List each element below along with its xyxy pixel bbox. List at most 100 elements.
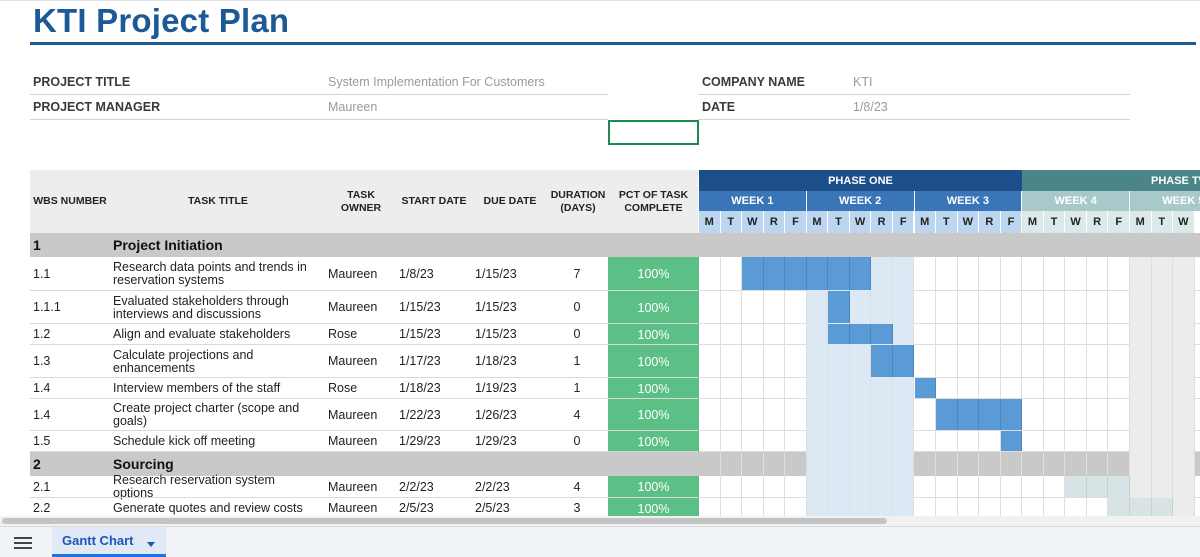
gantt-day-column [1001, 257, 1023, 516]
task-start-date[interactable]: 1/15/23 [399, 327, 441, 341]
task-start-date[interactable]: 2/5/23 [399, 501, 434, 515]
task-title[interactable]: Research data points and trends in reser… [113, 260, 307, 287]
task-owner[interactable]: Maureen [328, 479, 378, 494]
task-pct-complete[interactable]: 100% [608, 476, 699, 498]
task-due-date[interactable]: 1/15/23 [475, 300, 517, 314]
week-header-5: WEEK 5 [1130, 191, 1200, 211]
task-due-date[interactable]: 1/15/23 [475, 266, 517, 281]
chevron-down-icon[interactable] [147, 542, 155, 547]
task-due-date[interactable]: 1/18/23 [475, 354, 517, 368]
task-wbs[interactable]: 1.4 [33, 407, 51, 422]
header-duration: DURATION (DAYS) [550, 188, 606, 214]
task-duration[interactable]: 4 [573, 407, 581, 422]
task-duration[interactable]: 1 [573, 381, 581, 395]
task-wbs[interactable]: 1.3 [33, 354, 51, 368]
task-duration[interactable]: 0 [573, 327, 581, 341]
project-manager-value[interactable]: Maureen [328, 100, 378, 114]
task-due-date[interactable]: 1/26/23 [475, 407, 517, 422]
task-start-date[interactable]: 1/18/23 [399, 381, 441, 395]
task-title[interactable]: Research reservation system options [113, 473, 275, 500]
company-name-value[interactable]: KTI [853, 75, 873, 89]
selected-cell[interactable] [608, 120, 699, 145]
task-due-date[interactable]: 2/5/23 [475, 501, 510, 515]
section-number: 1 [33, 237, 41, 253]
task-owner[interactable]: Maureen [328, 266, 378, 281]
task-wbs[interactable]: 2.2 [33, 501, 51, 515]
task-pct-complete[interactable]: 100% [608, 257, 699, 291]
task-start-date[interactable]: 2/2/23 [399, 479, 434, 494]
task-owner[interactable]: Maureen [328, 354, 378, 368]
task-owner[interactable]: Maureen [328, 407, 378, 422]
task-due-date[interactable]: 1/19/23 [475, 381, 517, 395]
task-title[interactable]: Align and evaluate stakeholders [113, 327, 291, 341]
task-owner[interactable]: Rose [328, 381, 358, 395]
task-pct-complete[interactable]: 100% [608, 378, 699, 399]
task-title[interactable]: Schedule kick off meeting [113, 434, 256, 448]
gantt-day-column [1044, 257, 1066, 516]
header-due-date: DUE DATE [483, 195, 537, 207]
task-wbs[interactable]: 1.1.1 [33, 300, 61, 314]
task-duration[interactable]: 0 [573, 300, 581, 314]
gantt-day-column [699, 257, 721, 516]
task-owner[interactable]: Maureen [328, 434, 378, 448]
task-duration[interactable]: 7 [573, 266, 581, 281]
task-start-date[interactable]: 1/17/23 [399, 354, 441, 368]
task-title[interactable]: Calculate projections and enhancements [113, 347, 254, 375]
task-due-date[interactable]: 1/29/23 [475, 434, 517, 448]
date-value[interactable]: 1/8/23 [853, 100, 888, 114]
task-start-date[interactable]: 1/8/23 [399, 266, 434, 281]
day-header: W [1065, 211, 1087, 233]
task-title[interactable]: Evaluated stakeholders through interview… [113, 293, 289, 321]
task-title[interactable]: Generate quotes and review costs [113, 501, 303, 515]
task-wbs[interactable]: 1.5 [33, 434, 51, 448]
row-divider [30, 377, 698, 378]
task-pct-complete[interactable]: 100% [608, 291, 699, 324]
scrollbar-thumb[interactable] [2, 518, 887, 524]
day-header: W [1173, 211, 1195, 233]
task-start-date[interactable]: 1/15/23 [399, 300, 441, 314]
gantt-day-column [1022, 257, 1044, 516]
row-divider [30, 323, 698, 324]
section-row[interactable] [30, 233, 1200, 257]
task-pct-complete[interactable]: 100% [608, 399, 699, 431]
task-title[interactable]: Interview members of the staff [113, 381, 281, 395]
task-owner[interactable]: Rose [328, 327, 358, 341]
header-start-date: START DATE [401, 195, 467, 207]
gantt-bar [763, 257, 786, 290]
task-wbs[interactable]: 2.1 [33, 479, 51, 494]
gantt-day-column [849, 257, 872, 516]
day-header: R [1086, 211, 1109, 233]
task-owner[interactable]: Maureen [328, 300, 378, 314]
week-header-1: WEEK 1 [699, 191, 807, 211]
section-row[interactable] [30, 452, 1200, 476]
task-wbs[interactable]: 1.2 [33, 327, 51, 341]
spreadsheet-grid[interactable]: KTI Project Plan PROJECT TITLE System Im… [0, 0, 1200, 516]
task-pct-complete[interactable]: 100% [608, 345, 699, 378]
task-wbs[interactable]: 1.4 [33, 381, 51, 395]
task-wbs[interactable]: 1.1 [33, 266, 51, 281]
task-owner[interactable]: Maureen [328, 501, 378, 515]
day-header: T [828, 211, 850, 233]
task-start-date[interactable]: 1/22/23 [399, 407, 441, 422]
gantt-bar [1108, 476, 1130, 497]
task-pct-complete[interactable]: 100% [608, 498, 699, 516]
task-duration[interactable]: 4 [573, 479, 581, 494]
phase-one-header: PHASE ONE [699, 170, 1022, 191]
task-duration[interactable]: 1 [573, 354, 581, 368]
all-sheets-menu-icon[interactable] [14, 537, 32, 549]
project-title-value[interactable]: System Implementation For Customers [328, 75, 545, 89]
gantt-day-column [785, 257, 807, 516]
sheet-tab-gantt-chart[interactable]: Gantt Chart [52, 527, 166, 557]
gantt-bar [849, 257, 872, 290]
task-pct-complete[interactable]: 100% [608, 431, 699, 452]
day-header: R [871, 211, 893, 233]
task-pct-complete[interactable]: 100% [608, 324, 699, 345]
header-task-owner: TASK OWNER [340, 188, 382, 214]
task-due-date[interactable]: 1/15/23 [475, 327, 517, 341]
task-due-date[interactable]: 2/2/23 [475, 479, 510, 494]
task-start-date[interactable]: 1/29/23 [399, 434, 441, 448]
day-header: F [1000, 211, 1023, 233]
task-title[interactable]: Create project charter (scope and goals) [113, 401, 300, 428]
task-duration[interactable]: 0 [573, 434, 581, 448]
task-duration[interactable]: 3 [573, 501, 581, 515]
